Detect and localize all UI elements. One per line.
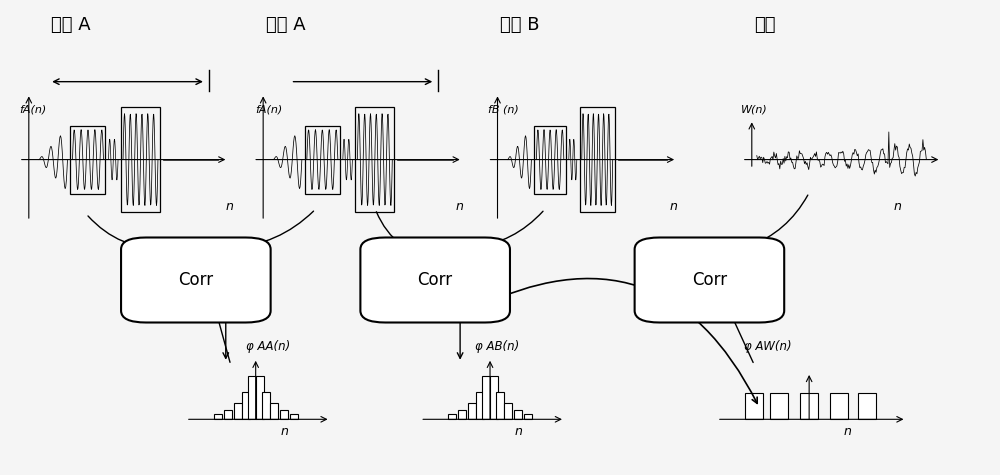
Bar (490, 376, 498, 419)
Bar (496, 392, 504, 419)
Bar (830, 393, 848, 419)
Text: Corr: Corr (418, 271, 453, 289)
Bar (468, 403, 476, 419)
Text: Corr: Corr (692, 271, 727, 289)
Text: n: n (455, 200, 463, 213)
Bar (234, 403, 242, 419)
Text: fA(n): fA(n) (19, 104, 47, 115)
Bar (858, 393, 876, 419)
Text: n: n (515, 425, 523, 437)
Bar (280, 410, 288, 419)
Bar (524, 414, 532, 419)
Bar (580, 107, 615, 212)
Text: n: n (281, 425, 288, 437)
Bar (70, 125, 105, 194)
Text: Corr: Corr (178, 271, 213, 289)
Bar (534, 125, 566, 194)
Bar (248, 376, 256, 419)
Text: fA(n): fA(n) (256, 104, 283, 115)
Bar (270, 403, 278, 419)
Text: φ AA(n): φ AA(n) (246, 340, 290, 353)
Bar (242, 392, 250, 419)
Text: φ AW(n): φ AW(n) (744, 340, 792, 353)
Text: n: n (670, 200, 677, 213)
Text: fB (n): fB (n) (488, 104, 519, 115)
Bar (214, 414, 222, 419)
Bar (121, 107, 160, 212)
FancyBboxPatch shape (360, 238, 510, 323)
FancyBboxPatch shape (121, 238, 271, 323)
Text: n: n (894, 200, 902, 213)
Bar (355, 107, 394, 212)
Text: n: n (844, 425, 852, 437)
Bar (482, 376, 490, 419)
Text: φ AB(n): φ AB(n) (475, 340, 519, 353)
Bar (476, 392, 484, 419)
Bar (448, 414, 456, 419)
Bar (256, 376, 264, 419)
Bar (745, 393, 763, 419)
Text: 背景: 背景 (754, 16, 776, 34)
Text: n: n (226, 200, 234, 213)
Bar (305, 125, 340, 194)
Bar (224, 410, 232, 419)
Text: W(n): W(n) (741, 104, 768, 115)
Bar (770, 393, 788, 419)
Bar (262, 392, 270, 419)
Text: 信号 B: 信号 B (500, 16, 540, 34)
Bar (290, 414, 298, 419)
Bar (458, 410, 466, 419)
Bar (514, 410, 522, 419)
Text: 信号 A: 信号 A (51, 16, 91, 34)
Bar (800, 393, 818, 419)
FancyBboxPatch shape (635, 238, 784, 323)
Bar (504, 403, 512, 419)
Text: 信号 A: 信号 A (266, 16, 305, 34)
